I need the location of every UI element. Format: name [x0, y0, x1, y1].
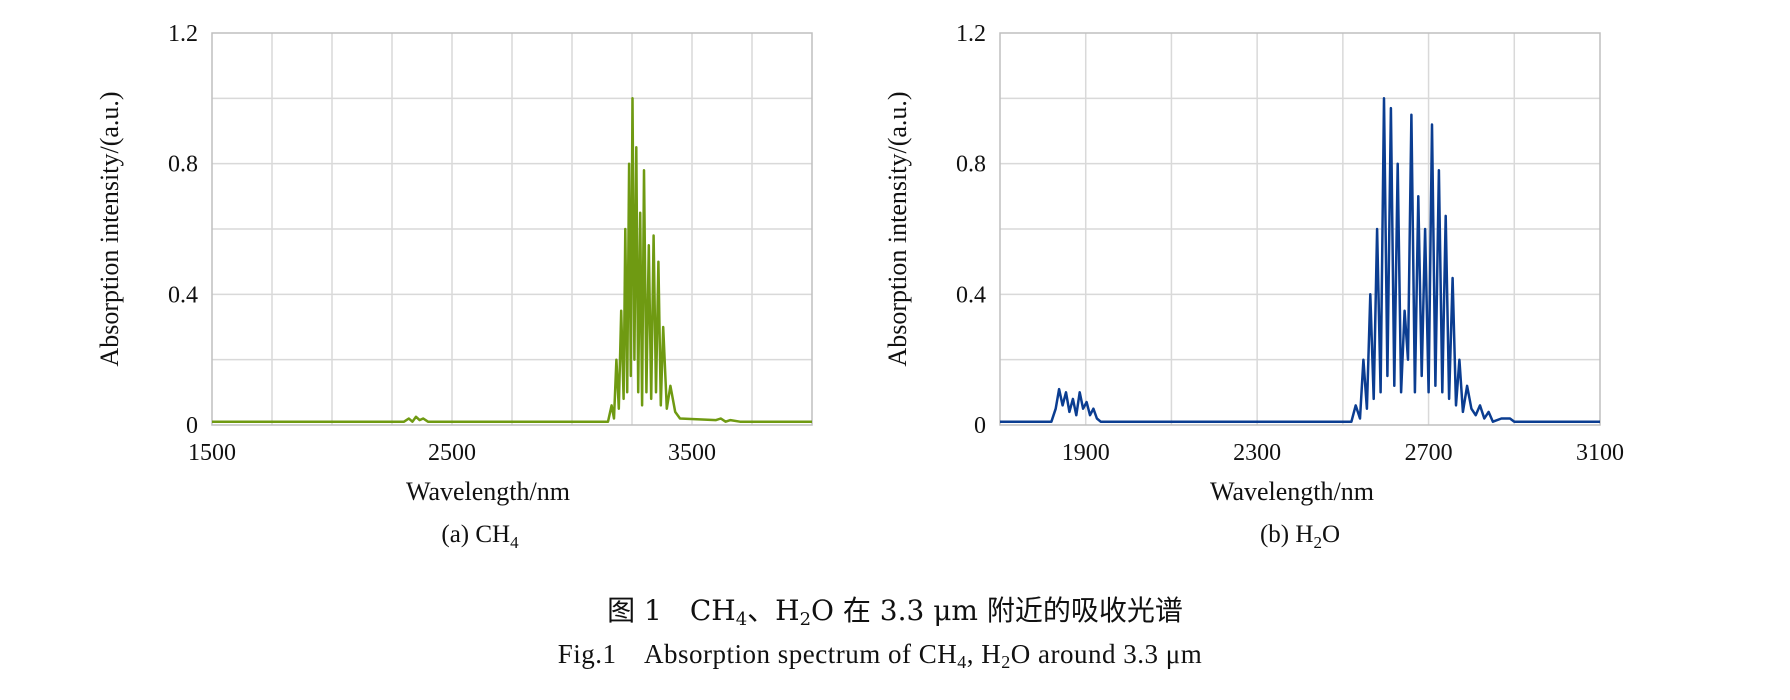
y-tick-label: 1.2 [168, 21, 198, 47]
chart-b-grid [1000, 33, 1600, 425]
chart-b-caption: (b) H2O [1260, 521, 1340, 552]
chart-a-y-axis-label: Absorption intensity/(a.u.) [95, 91, 124, 366]
chart-b-y-axis-label: Absorption intensity/(a.u.) [883, 91, 912, 366]
chart-a-series-line [212, 97, 812, 423]
x-tick-label: 2300 [1233, 440, 1281, 466]
chart-a-x-ticks: 1500 2500 3500 [188, 440, 716, 466]
y-tick-label: 0.4 [168, 282, 198, 308]
chart-b-plot-frame [999, 32, 1601, 426]
chart-a-caption: (a) CH4 [441, 521, 519, 552]
y-tick-label: 0.8 [956, 152, 986, 178]
y-tick-label: 0.4 [956, 282, 986, 308]
figure-caption-chinese: 图 1 CH4、H2O 在 3.3 μm 附近的吸收光谱 [607, 594, 1183, 630]
chart-b-series-line [1000, 97, 1600, 423]
chart-a-grid [212, 33, 812, 425]
x-tick-label: 2700 [1405, 440, 1453, 466]
y-tick-label: 0.8 [168, 152, 198, 178]
y-tick-label: 0 [974, 413, 986, 439]
x-tick-label: 3500 [668, 440, 716, 466]
y-tick-label: 1.2 [956, 21, 986, 47]
chart-a-plot-frame [211, 32, 813, 426]
chart-a-x-axis-label: Wavelength/nm [406, 477, 570, 506]
chart-b-y-ticks: 0 0.4 0.8 1.2 [956, 21, 986, 439]
chart-b-x-axis-label: Wavelength/nm [1210, 477, 1374, 506]
x-tick-label: 3100 [1576, 440, 1624, 466]
chart-b-h2o: 1900 2300 2700 3100 0 0.4 0.8 1.2 Wavelength/n… [883, 21, 1624, 552]
x-tick-label: 1900 [1062, 440, 1110, 466]
chart-b-x-ticks: 1900 2300 2700 3100 [1062, 440, 1624, 466]
x-tick-label: 2500 [428, 440, 476, 466]
chart-a-y-ticks: 0 0.4 0.8 1.2 [168, 21, 198, 439]
x-tick-label: 1500 [188, 440, 236, 466]
chart-a-ch4: 1500 2500 3500 0 0.4 0.8 1.2 Wavelength/nm Ab… [95, 21, 813, 552]
y-tick-label: 0 [186, 413, 198, 439]
figure-caption-english: Fig.1 Absorption spectrum of CH4, H2O ar… [558, 639, 1202, 672]
